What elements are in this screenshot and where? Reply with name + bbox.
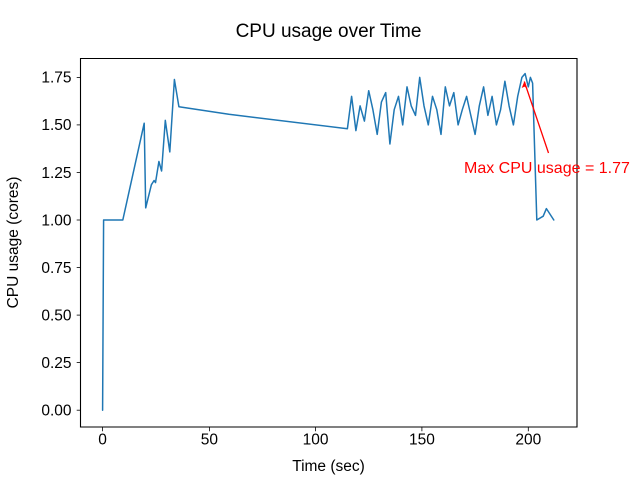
svg-text:1.50: 1.50: [41, 117, 72, 134]
svg-text:Max CPU usage = 1.77: Max CPU usage = 1.77: [464, 160, 630, 177]
svg-text:1.25: 1.25: [41, 165, 71, 182]
svg-text:0.75: 0.75: [41, 260, 71, 277]
svg-text:50: 50: [201, 432, 219, 449]
svg-text:CPU usage (cores): CPU usage (cores): [5, 177, 22, 309]
svg-text:150: 150: [409, 432, 435, 449]
svg-text:0.50: 0.50: [41, 307, 72, 324]
svg-text:1.75: 1.75: [41, 70, 71, 87]
svg-text:0.00: 0.00: [41, 403, 72, 420]
svg-text:0.25: 0.25: [41, 355, 71, 372]
svg-text:1.00: 1.00: [41, 212, 72, 229]
svg-text:CPU usage over Time: CPU usage over Time: [236, 21, 422, 42]
svg-text:Time (sec): Time (sec): [292, 458, 365, 475]
svg-text:100: 100: [303, 432, 329, 449]
svg-text:200: 200: [515, 432, 541, 449]
svg-text:0: 0: [98, 432, 107, 449]
